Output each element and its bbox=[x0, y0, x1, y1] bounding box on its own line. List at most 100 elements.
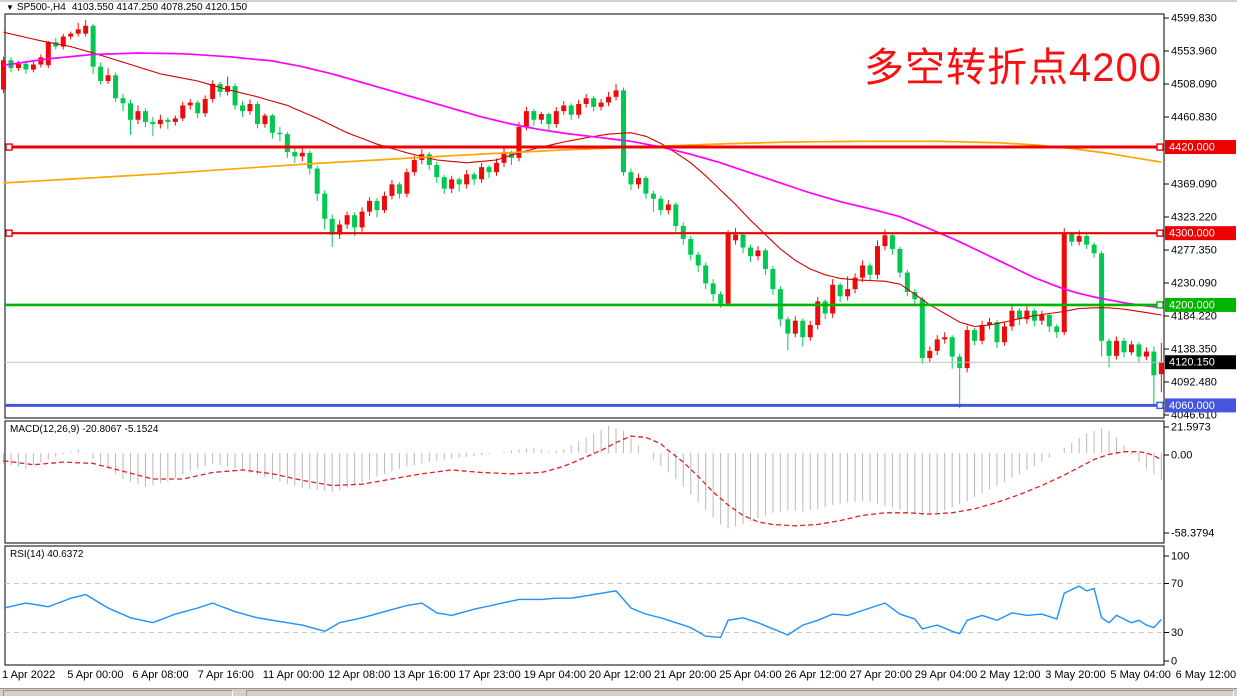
time-axis-label[interactable]: 29 Apr 04:00 bbox=[915, 669, 977, 681]
candle bbox=[277, 132, 283, 135]
candle bbox=[665, 204, 671, 211]
chart-annotation-text[interactable]: 多空转折点4200 bbox=[864, 46, 1162, 90]
candle bbox=[396, 184, 402, 194]
time-axis-label[interactable]: 21 Apr 20:00 bbox=[654, 669, 716, 681]
candle bbox=[1091, 244, 1097, 254]
symbol-ohlc-line: ▼ SP500-,H4 4103.550 4147.250 4078.250 412… bbox=[6, 2, 247, 13]
time-axis-label[interactable]: 3 May 20:00 bbox=[1045, 669, 1106, 681]
candle bbox=[822, 301, 828, 314]
rsi-axis-label[interactable]: 0 bbox=[1171, 656, 1177, 668]
candle bbox=[1143, 351, 1149, 357]
candle bbox=[949, 337, 955, 357]
candle bbox=[1151, 351, 1157, 376]
candle bbox=[374, 200, 380, 211]
line-anchor-handle[interactable] bbox=[1156, 229, 1164, 237]
line-anchor-handle[interactable] bbox=[5, 143, 13, 151]
price-axis-label[interactable]: 4323.220 bbox=[1171, 212, 1217, 224]
candle bbox=[673, 204, 679, 226]
candle bbox=[1106, 340, 1112, 356]
time-axis-label[interactable]: 13 Apr 16:00 bbox=[393, 669, 455, 681]
ma-fast-line bbox=[3, 31, 1162, 328]
price-axis-label[interactable]: 4046.610 bbox=[1171, 410, 1217, 422]
candle bbox=[449, 179, 455, 189]
time-axis-label[interactable]: 6 Apr 08:00 bbox=[132, 669, 188, 681]
candle bbox=[68, 33, 74, 37]
candle bbox=[1136, 344, 1142, 357]
price-axis-label[interactable]: 4369.090 bbox=[1171, 179, 1217, 191]
candle bbox=[635, 177, 641, 185]
candle bbox=[322, 193, 328, 219]
line-anchor-handle[interactable] bbox=[5, 229, 13, 237]
candle bbox=[904, 272, 910, 293]
price-axis-label[interactable]: 4508.090 bbox=[1171, 79, 1217, 91]
candle bbox=[30, 64, 36, 70]
price-badge-value: 4200.000 bbox=[1169, 299, 1215, 311]
candle bbox=[329, 218, 335, 235]
macd-axis-label[interactable]: -58.3794 bbox=[1171, 528, 1214, 540]
price-axis-label[interactable]: 4599.830 bbox=[1171, 13, 1217, 25]
candle bbox=[703, 265, 709, 284]
time-axis-label[interactable]: 17 Apr 23:00 bbox=[458, 669, 520, 681]
macd-axis-label[interactable]: 21.5973 bbox=[1171, 422, 1211, 434]
time-axis-label[interactable]: 27 Apr 20:00 bbox=[850, 669, 912, 681]
rsi-axis-label[interactable]: 100 bbox=[1171, 551, 1189, 563]
time-axis-label[interactable]: 5 Apr 00:00 bbox=[67, 669, 123, 681]
candle bbox=[202, 98, 208, 114]
candle bbox=[897, 248, 903, 273]
time-axis-label[interactable]: 5 May 04:00 bbox=[1110, 669, 1171, 681]
candle bbox=[359, 211, 365, 228]
candle bbox=[785, 319, 791, 334]
macd-plot[interactable] bbox=[4, 420, 1165, 544]
time-axis-label[interactable]: 7 Apr 16:00 bbox=[198, 669, 254, 681]
price-axis-label[interactable]: 4460.830 bbox=[1171, 112, 1217, 124]
price-axis-label[interactable]: 4138.350 bbox=[1171, 344, 1217, 356]
price-axis-label[interactable]: 4092.480 bbox=[1171, 377, 1217, 389]
line-anchor-handle[interactable] bbox=[1156, 143, 1164, 151]
candle bbox=[120, 98, 126, 104]
rsi-axis-label[interactable]: 30 bbox=[1171, 627, 1183, 639]
candle bbox=[837, 284, 843, 297]
candle bbox=[352, 215, 358, 228]
candle bbox=[165, 119, 171, 122]
macd-axis-label[interactable]: 0.00 bbox=[1171, 450, 1192, 462]
candle bbox=[307, 152, 313, 169]
price-axis-label[interactable]: 4277.350 bbox=[1171, 245, 1217, 257]
time-axis-label[interactable]: 26 Apr 12:00 bbox=[784, 669, 846, 681]
price-axis-label[interactable]: 4230.090 bbox=[1171, 278, 1217, 290]
collapse-ohlc-icon[interactable]: ▼ bbox=[6, 3, 14, 12]
candle bbox=[1084, 236, 1090, 245]
candle bbox=[807, 325, 813, 338]
candle bbox=[1009, 310, 1015, 327]
time-axis-label[interactable]: 20 Apr 12:00 bbox=[589, 669, 651, 681]
time-axis-label[interactable]: 2 May 12:00 bbox=[980, 669, 1041, 681]
rsi-plot[interactable] bbox=[4, 545, 1165, 666]
rsi-axis-label[interactable]: 70 bbox=[1171, 578, 1183, 590]
line-anchor-handle[interactable] bbox=[1156, 301, 1164, 309]
price-axis-label[interactable]: 4553.960 bbox=[1171, 46, 1217, 58]
candle bbox=[964, 330, 970, 369]
time-axis-label[interactable]: 19 Apr 04:00 bbox=[524, 669, 586, 681]
candle bbox=[1114, 340, 1120, 356]
candle bbox=[83, 25, 89, 34]
time-axis-label[interactable]: 25 Apr 04:00 bbox=[719, 669, 781, 681]
time-axis-label[interactable]: 11 Apr 00:00 bbox=[263, 669, 325, 681]
price-axis-label[interactable]: 4184.220 bbox=[1171, 311, 1217, 323]
candle bbox=[553, 111, 559, 125]
time-axis-label[interactable]: 12 Apr 08:00 bbox=[328, 669, 390, 681]
line-anchor-handle[interactable] bbox=[1156, 401, 1164, 410]
time-axis-label[interactable]: 6 May 12:00 bbox=[1176, 669, 1237, 681]
candle bbox=[643, 177, 649, 194]
candle bbox=[792, 320, 798, 334]
price-badge bbox=[1165, 140, 1236, 155]
candle bbox=[150, 121, 156, 125]
candle bbox=[381, 195, 387, 211]
candle bbox=[733, 234, 739, 241]
candle bbox=[389, 184, 395, 196]
candle bbox=[621, 90, 627, 173]
candle bbox=[90, 25, 96, 67]
candle bbox=[426, 154, 432, 165]
candle bbox=[98, 66, 104, 82]
time-axis-label[interactable]: 1 Apr 2022 bbox=[2, 669, 55, 681]
ma-slow-line bbox=[3, 52, 1162, 309]
